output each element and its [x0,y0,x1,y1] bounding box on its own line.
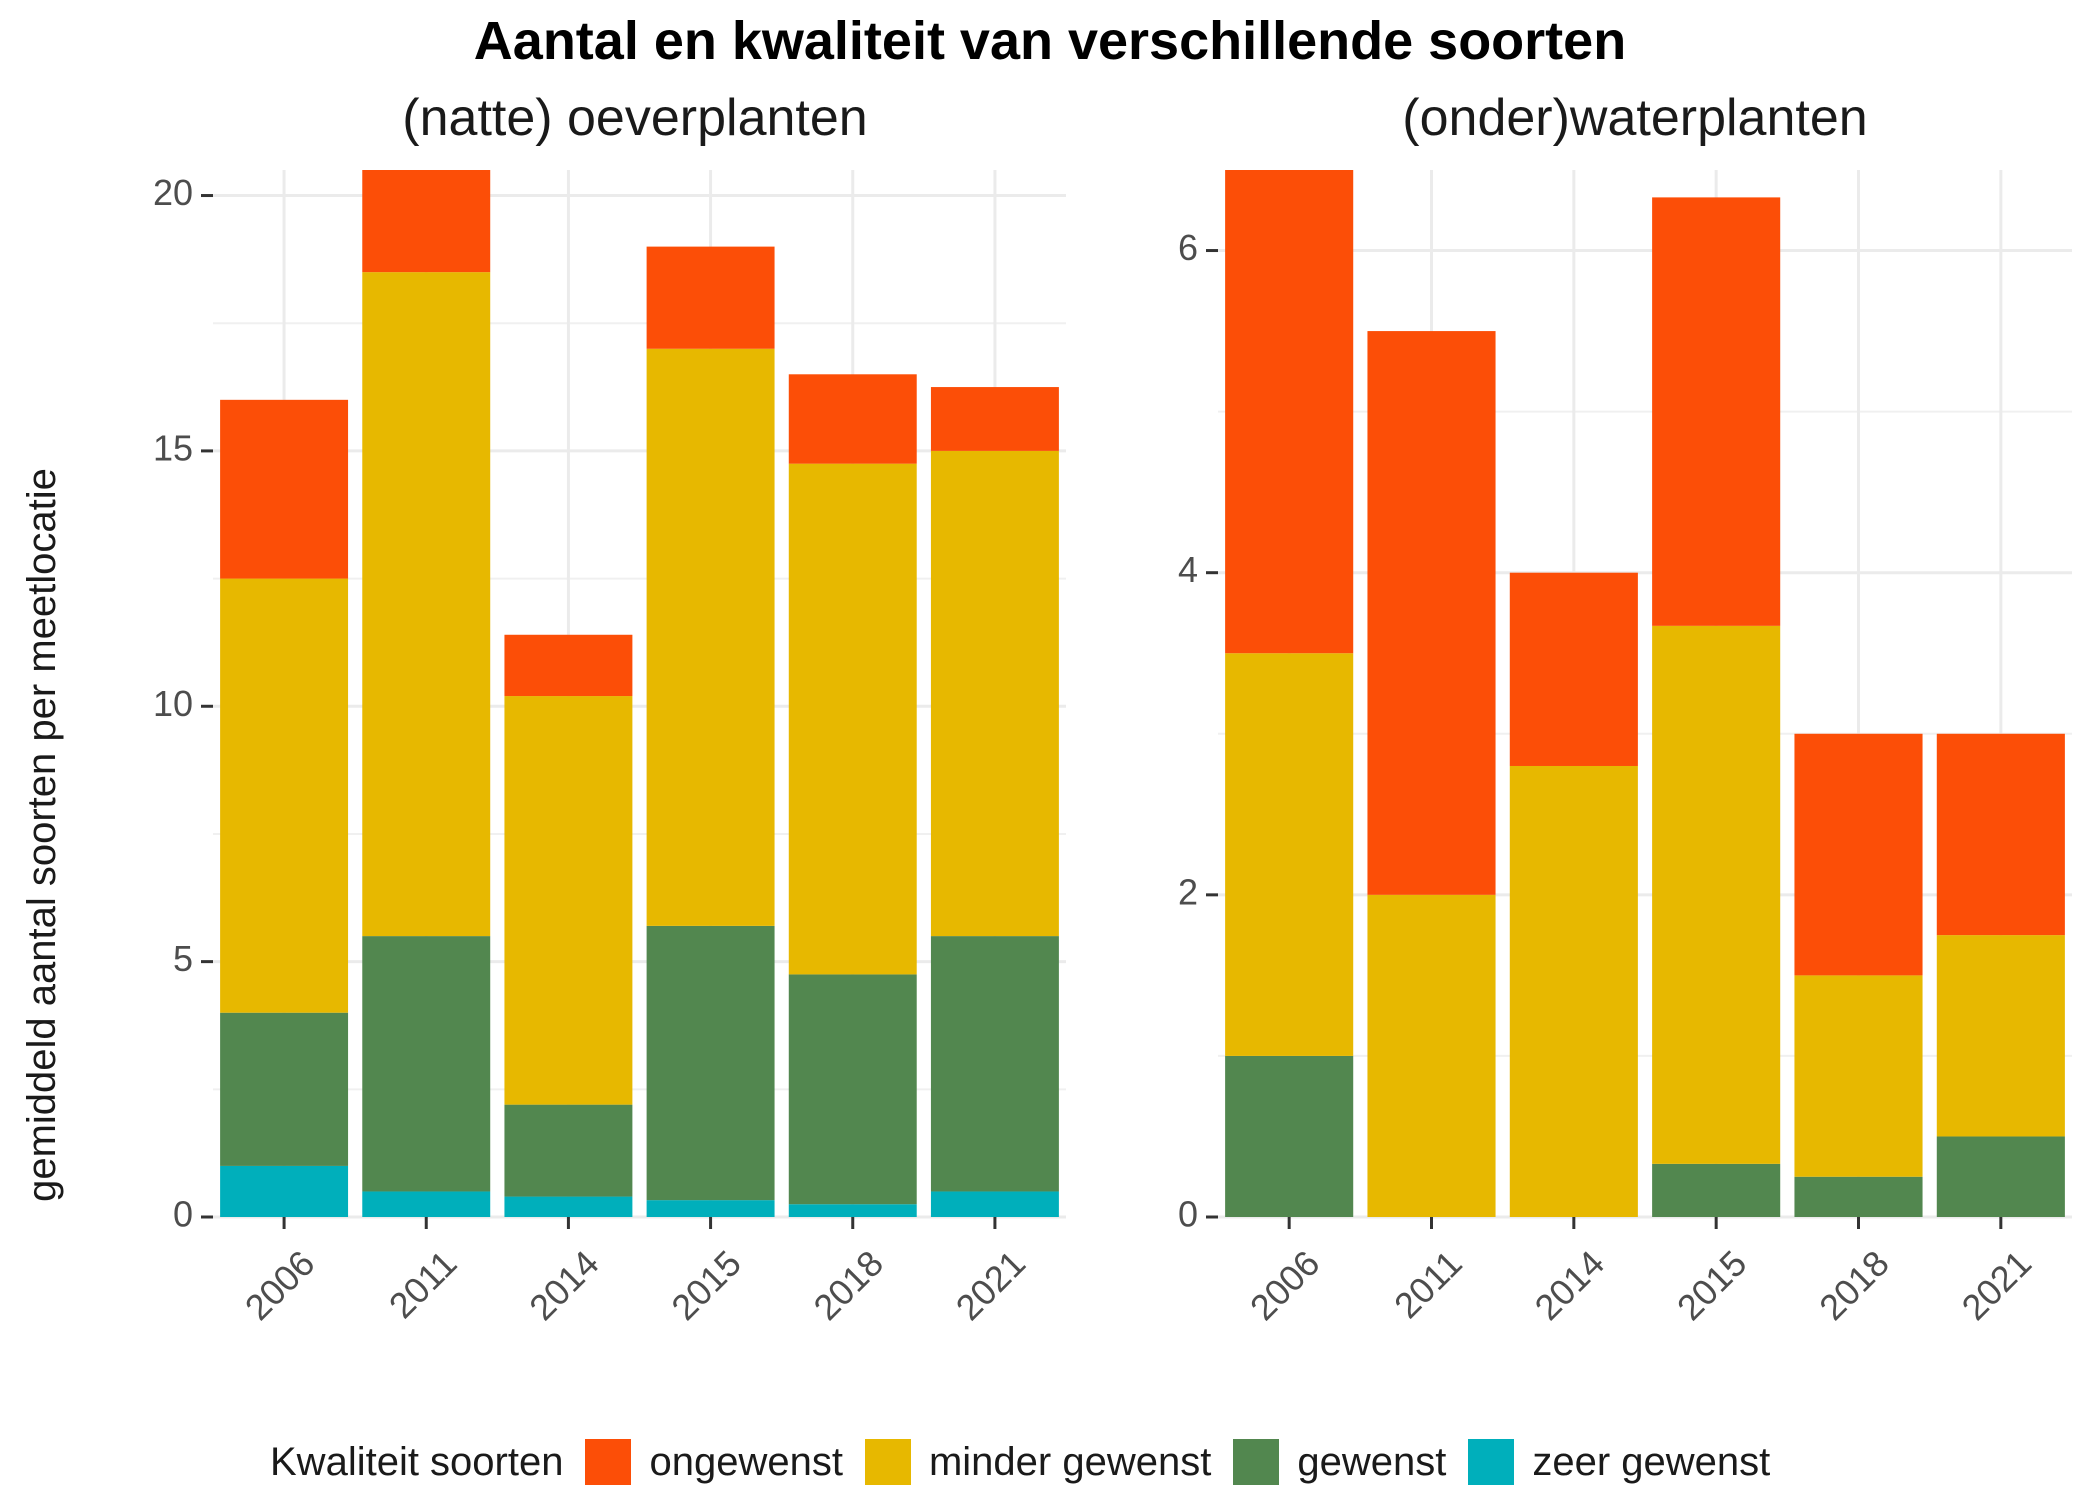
bar-oeverplanten-2021-ongewenst [930,387,1059,451]
bar-oeverplanten-2014-gewenst [504,1104,633,1197]
bar-oeverplanten-2011-gewenst [362,936,491,1192]
bar-waterplanten-2021-ongewenst [1936,733,2065,936]
x-tick-label: 2021 [1954,1242,2040,1328]
y-tick-label: 0 [173,1194,193,1235]
bar-oeverplanten-2011-zeer-gewenst [362,1191,491,1217]
panel-title-oeverplanten: (natte) oeverplanten [402,89,868,147]
legend-swatch-gewenst [1233,1439,1280,1485]
bar-waterplanten-2014-ongewenst [1509,572,1638,766]
bar-waterplanten-2011-ongewenst [1367,331,1496,895]
bar-waterplanten-2015-gewenst [1652,1163,1781,1217]
bar-waterplanten-2018-gewenst [1794,1176,1923,1217]
bar-waterplanten-2011-minder-gewenst [1367,894,1496,1217]
panel-oeverplanten: 0 5 10 15 20 2006 2011 2014 2015 2018 2021 [153,170,1066,1328]
bar-oeverplanten-2018-ongewenst [788,374,917,464]
bar-waterplanten-2018-minder-gewenst [1794,975,1923,1177]
bar-waterplanten-2015-minder-gewenst [1652,625,1781,1164]
bar-oeverplanten-2014-zeer-gewenst [504,1196,633,1217]
panel-title-waterplanten: (onder)waterplanten [1402,89,1868,147]
bar-oeverplanten-2018-zeer-gewenst [788,1204,917,1217]
bar-oeverplanten-2011-ongewenst [362,170,491,273]
bar-waterplanten-2015-ongewenst [1652,197,1781,626]
y-tick-label: 5 [173,938,193,979]
bar-oeverplanten-2006-zeer-gewenst [220,1165,349,1217]
legend-label-gewenst: gewenst [1297,1439,1447,1484]
bar-waterplanten-2006-gewenst [1225,1055,1354,1217]
bar-oeverplanten-2018-gewenst [788,974,917,1205]
x-tick-label: 2006 [237,1242,323,1328]
x-tick-label: 2011 [381,1242,465,1326]
legend-label-ongewenst: ongewenst [649,1439,843,1484]
legend-item-zeer-gewenst: zeer gewenst [1468,1439,1770,1485]
bar-oeverplanten-2014-ongewenst [504,634,633,697]
y-tick-label: 6 [1178,227,1198,268]
legend: Kwaliteit soorten ongewenst minder gewen… [270,1432,1792,1492]
legend-label-zeer-gewenst: zeer gewenst [1532,1439,1771,1484]
bar-oeverplanten-2006-ongewenst [220,399,349,579]
x-tick-label: 2014 [1527,1242,1613,1328]
bar-oeverplanten-2011-minder-gewenst [362,272,491,937]
x-tick-label: 2006 [1242,1242,1328,1328]
y-tick-label: 10 [153,683,193,724]
bar-oeverplanten-2006-minder-gewenst [220,578,349,1013]
bar-oeverplanten-2021-minder-gewenst [930,450,1059,937]
x-tick-label: 2014 [521,1242,607,1328]
bar-waterplanten-2021-gewenst [1936,1136,2065,1217]
legend-label-minder-gewenst: minder gewenst [928,1439,1212,1484]
x-tick-label: 2011 [1386,1242,1470,1326]
x-tick-label: 2018 [1811,1242,1897,1328]
legend-item-minder-gewenst: minder gewenst [864,1439,1212,1485]
bar-oeverplanten-2021-gewenst [930,936,1059,1192]
bar-waterplanten-2014-minder-gewenst [1509,765,1638,1217]
y-tick-label: 4 [1178,549,1198,590]
bar-oeverplanten-2014-minder-gewenst [504,696,633,1105]
chart-title: Aantal en kwaliteit van verschillende so… [473,11,1627,71]
legend-swatch-zeer-gewenst [1468,1439,1515,1485]
legend-item-gewenst: gewenst [1233,1439,1446,1485]
x-tick-label: 2018 [805,1242,891,1328]
bar-waterplanten-2018-ongewenst [1794,733,1923,976]
bar-oeverplanten-2006-gewenst [220,1012,349,1166]
legend-item-ongewenst: ongewenst [585,1439,843,1485]
bar-oeverplanten-2015-ongewenst [646,246,775,349]
bar-oeverplanten-2015-zeer-gewenst [646,1200,775,1217]
bar-oeverplanten-2018-minder-gewenst [788,463,917,975]
bar-oeverplanten-2015-minder-gewenst [646,348,775,926]
bar-oeverplanten-2021-zeer-gewenst [930,1191,1059,1217]
panel-waterplanten: 0 2 4 6 2006 2011 2014 2015 2018 2021 [1178,170,2072,1328]
bar-oeverplanten-2015-gewenst [646,925,775,1201]
y-tick-label: 15 [153,427,193,468]
x-tick-label: 2021 [948,1242,1034,1328]
legend-swatch-minder-gewenst [864,1439,911,1485]
legend-title: Kwaliteit soorten [270,1439,564,1484]
y-tick-label: 0 [1178,1194,1198,1235]
legend-swatch-ongewenst [585,1439,632,1485]
bar-waterplanten-2006-ongewenst [1225,170,1354,654]
y-tick-label: 20 [153,172,193,213]
bar-waterplanten-2006-minder-gewenst [1225,653,1354,1056]
bar-waterplanten-2021-minder-gewenst [1936,935,2065,1137]
x-tick-label: 2015 [1669,1242,1755,1328]
y-tick-label: 2 [1178,871,1198,912]
x-tick-label: 2015 [663,1242,749,1328]
